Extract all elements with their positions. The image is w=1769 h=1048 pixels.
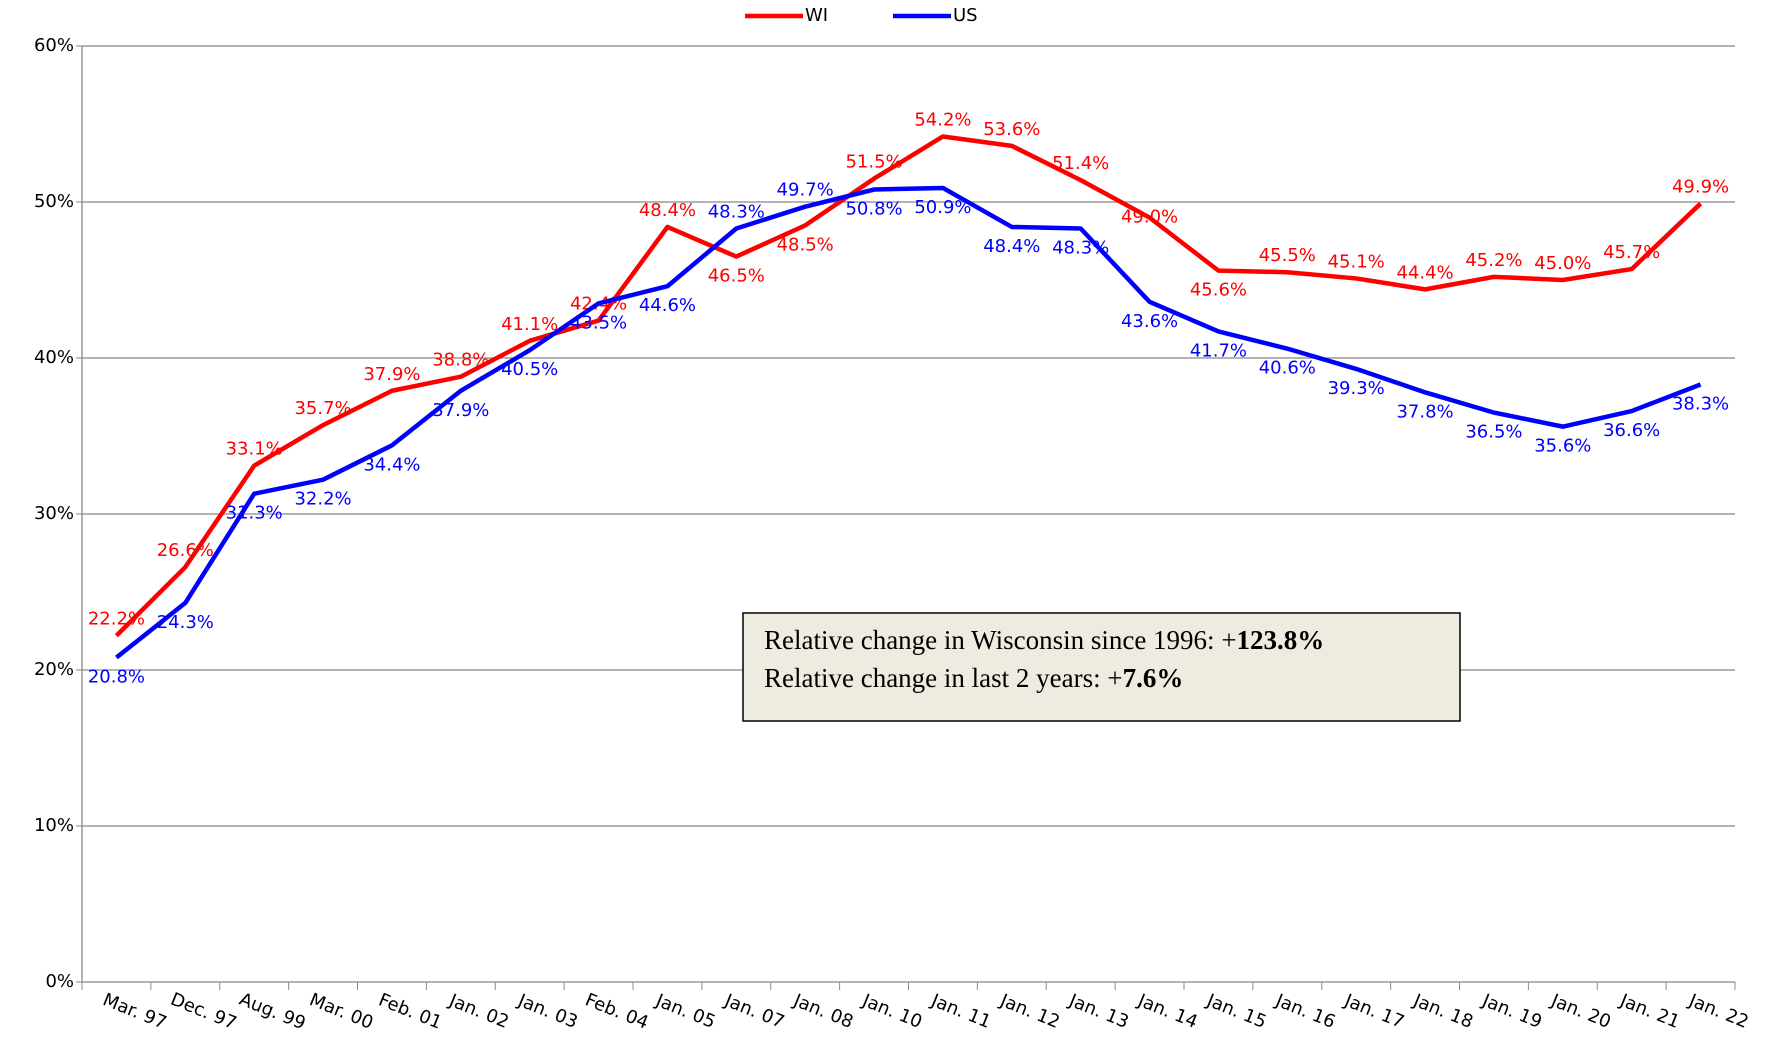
series-line xyxy=(115,185,1702,660)
data-label: 45.5% xyxy=(1259,245,1316,266)
series-line xyxy=(114,134,1703,638)
y-tick-label: 20% xyxy=(34,659,74,680)
data-label: 41.7% xyxy=(1190,340,1247,361)
data-label: 43.5% xyxy=(570,312,627,333)
x-tick-label: Jan. 10 xyxy=(859,990,925,1033)
x-tick-label: Jan. 16 xyxy=(1272,990,1338,1033)
data-label: 36.6% xyxy=(1603,420,1660,441)
data-label: 22.2% xyxy=(88,609,145,630)
x-tick-label: Jan. 08 xyxy=(790,990,856,1033)
data-label: 51.4% xyxy=(1052,153,1109,174)
annotation-text: Relative change in last 2 years: + xyxy=(764,663,1123,693)
x-tick-label: Jan. 14 xyxy=(1134,990,1200,1033)
data-label: 48.3% xyxy=(1052,238,1109,259)
legend-label: WI xyxy=(805,5,828,26)
data-label: 38.8% xyxy=(432,350,489,371)
annotation: Relative change in last 2 years: +7.6% xyxy=(764,663,1183,693)
x-tick-label: Feb. 01 xyxy=(375,989,444,1033)
data-label: 39.3% xyxy=(1328,378,1385,399)
x-tick-label: Mar. 97 xyxy=(100,989,170,1033)
data-label: 43.6% xyxy=(1121,311,1178,332)
data-label: 24.3% xyxy=(157,612,214,633)
x-tick-label: Aug. 99 xyxy=(236,989,308,1035)
legend-label: US xyxy=(953,5,978,26)
data-label: 31.3% xyxy=(226,503,283,524)
data-label: 54.2% xyxy=(914,109,971,130)
data-label: 44.6% xyxy=(639,295,696,316)
annotation-value: 123.8% xyxy=(1237,625,1325,655)
data-label: 26.6% xyxy=(157,540,214,561)
data-label: 49.7% xyxy=(777,180,834,201)
data-label: 45.1% xyxy=(1328,251,1385,272)
data-label: 45.6% xyxy=(1190,280,1247,301)
data-label: 38.3% xyxy=(1672,394,1729,415)
data-label: 34.4% xyxy=(363,454,420,475)
y-tick-label: 10% xyxy=(34,815,74,836)
data-label: 48.4% xyxy=(639,200,696,221)
data-label: 45.2% xyxy=(1465,250,1522,271)
annotation-text: Relative change in Wisconsin since 1996:… xyxy=(764,625,1237,655)
data-label: 51.5% xyxy=(845,152,902,173)
x-tick-label: Jan. 15 xyxy=(1203,990,1269,1033)
annotation-value: 7.6% xyxy=(1123,663,1184,693)
y-tick-label: 60% xyxy=(34,35,74,56)
y-tick-label: 40% xyxy=(34,347,74,368)
data-label: 37.9% xyxy=(363,364,420,385)
data-label: 33.1% xyxy=(226,439,283,460)
data-label: 48.4% xyxy=(983,236,1040,257)
data-label: 40.5% xyxy=(501,359,558,380)
data-label: 45.0% xyxy=(1534,253,1591,274)
data-label: 35.7% xyxy=(294,398,351,419)
x-tick-label: Jan. 03 xyxy=(514,990,580,1033)
data-label: 50.9% xyxy=(914,197,971,218)
y-tick-label: 30% xyxy=(34,503,74,524)
x-tick-label: Jan. 12 xyxy=(996,990,1062,1033)
data-label: 36.5% xyxy=(1465,422,1522,443)
data-label: 49.9% xyxy=(1672,177,1729,198)
data-label: 46.5% xyxy=(708,266,765,287)
x-tick-label: Jan. 13 xyxy=(1065,990,1131,1033)
data-label: 44.4% xyxy=(1396,262,1453,283)
x-tick-label: Jan. 20 xyxy=(1547,990,1613,1033)
x-tick-label: Jan. 02 xyxy=(445,990,511,1033)
data-label: 53.6% xyxy=(983,119,1040,140)
data-label: 45.7% xyxy=(1603,242,1660,263)
x-tick-label: Jan. 11 xyxy=(927,990,993,1033)
y-tick-label: 0% xyxy=(45,971,74,992)
x-tick-label: Dec. 97 xyxy=(167,989,239,1034)
data-label: 32.2% xyxy=(294,489,351,510)
data-label: 37.8% xyxy=(1396,401,1453,422)
data-label: 50.8% xyxy=(845,199,902,220)
x-tick-label: Jan. 07 xyxy=(721,990,787,1033)
x-tick-label: Jan. 17 xyxy=(1341,990,1407,1033)
data-label: 41.1% xyxy=(501,314,558,335)
x-tick-label: Feb. 04 xyxy=(582,989,651,1033)
data-label: 37.9% xyxy=(432,400,489,421)
data-label: 49.0% xyxy=(1121,207,1178,228)
x-tick-label: Mar. 00 xyxy=(306,989,376,1033)
annotation: Relative change in Wisconsin since 1996:… xyxy=(764,625,1324,655)
annotation-box xyxy=(742,612,1461,722)
data-label: 48.3% xyxy=(708,202,765,223)
x-tick-label: Jan. 05 xyxy=(652,990,718,1033)
data-label: 40.6% xyxy=(1259,358,1316,379)
y-tick-label: 50% xyxy=(34,191,74,212)
x-tick-label: Jan. 18 xyxy=(1410,990,1476,1033)
x-tick-label: Jan. 22 xyxy=(1685,990,1751,1033)
x-tick-label: Jan. 21 xyxy=(1616,990,1682,1033)
x-tick-label: Jan. 19 xyxy=(1478,990,1544,1033)
data-label: 48.5% xyxy=(777,234,834,255)
data-label: 20.8% xyxy=(88,667,145,688)
data-label: 35.6% xyxy=(1534,436,1591,457)
